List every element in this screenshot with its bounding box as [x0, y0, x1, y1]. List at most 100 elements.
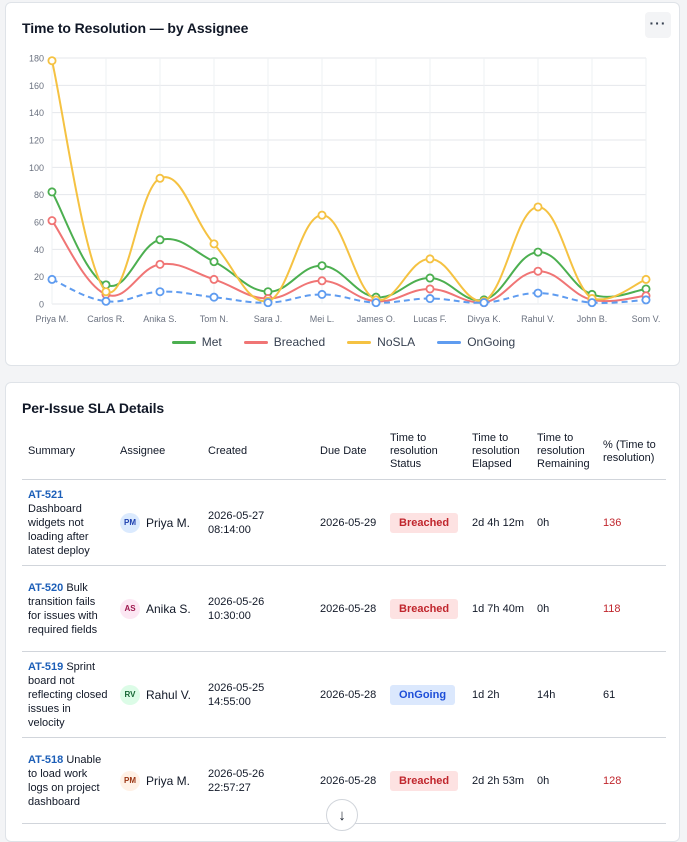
column-header[interactable]: Assignee — [114, 428, 202, 480]
table-row[interactable]: AT-520 Bulk transition fails for issues … — [22, 565, 666, 652]
legend-label: NoSLA — [377, 335, 416, 349]
column-header[interactable]: Time to resolution Status — [384, 428, 466, 480]
y-tick-label: 60 — [34, 218, 44, 228]
data-point-ongoing — [101, 296, 111, 306]
legend-label: OnGoing — [467, 335, 516, 349]
assignee: RV Rahul V. — [120, 684, 198, 705]
elapsed-cell: 1d 7h 40m — [466, 565, 531, 652]
x-tick-label: Priya M. — [35, 314, 68, 324]
issue-summary: Dashboard widgets not loading after late… — [28, 502, 90, 557]
legend-item-nosla[interactable]: NoSLA — [347, 335, 415, 349]
remaining-cell: 0h — [531, 737, 597, 824]
y-tick-label: 100 — [29, 163, 44, 173]
x-tick-label: Anika S. — [143, 314, 177, 324]
x-tick-label: Som V. — [632, 314, 661, 324]
assignee-cell: AS Anika S. — [114, 565, 202, 652]
data-point-nosla — [209, 239, 219, 249]
legend-item-met[interactable]: Met — [171, 335, 222, 349]
issue-key-link[interactable]: AT-520 — [28, 581, 64, 594]
data-point-ongoing — [371, 298, 381, 308]
legend-item-breached[interactable]: Breached — [243, 335, 325, 349]
y-tick-label: 20 — [34, 272, 44, 282]
table-header-row: Summary Assignee Created Due Date Time to re… — [22, 428, 666, 480]
column-header[interactable]: % (Time to resolution) — [597, 428, 666, 480]
assignee: PM Priya M. — [120, 512, 198, 533]
assignee-cell: PM Priya M. — [114, 737, 202, 824]
summary-cell: AT-520 Bulk transition fails for issues … — [22, 565, 114, 652]
legend-swatch — [171, 340, 196, 344]
issue-key-link[interactable]: AT-518 — [28, 753, 64, 766]
legend-label: Met — [201, 335, 222, 349]
table-row[interactable]: AT-521 Dashboard widgets not loading aft… — [22, 479, 666, 566]
column-header[interactable]: Due Date — [314, 428, 384, 480]
status-cell: Breached — [384, 479, 466, 566]
legend-swatch — [347, 340, 372, 344]
created-cell: 2026-05-26 22:57:27 — [202, 737, 314, 824]
legend-item-ongoing[interactable]: OnGoing — [437, 335, 515, 349]
chart-legend: Met Breached NoSLA OnGoing — [6, 335, 681, 349]
due-date-cell: 2026-05-28 — [314, 737, 384, 824]
assignee-cell: PM Priya M. — [114, 479, 202, 566]
chart-card: Time to Resolution — by Assignee ··· 0 20… — [5, 2, 680, 366]
data-point-met — [533, 247, 543, 257]
data-point-met — [425, 273, 435, 283]
created-cell: 2026-05-27 08:14:00 — [202, 479, 314, 566]
avatar: RV — [120, 684, 140, 705]
elapsed-cell: 2d 4h 12m — [466, 479, 531, 566]
scroll-down-button[interactable]: ↓ — [326, 799, 358, 831]
data-point-breached — [155, 259, 165, 269]
percent-cell: 118 — [597, 565, 666, 652]
elapsed-cell: 1d 2h — [466, 651, 531, 738]
avatar: PM — [120, 512, 140, 533]
legend-swatch — [437, 340, 462, 344]
issue-summary: Sprint board not reflecting closed issue… — [28, 660, 108, 729]
column-header[interactable]: Time to resolution Elapsed — [466, 428, 531, 480]
data-point-ongoing — [425, 294, 435, 304]
y-tick-label: 180 — [29, 54, 44, 64]
elapsed-cell: 2d 2h 53m — [466, 737, 531, 824]
created-cell: 2026-05-25 14:55:00 — [202, 651, 314, 738]
series-line-ongoing — [51, 278, 647, 304]
y-tick-label: 80 — [34, 190, 44, 200]
column-header[interactable]: Time to resolution Remaining — [531, 428, 597, 480]
status-badge: Breached — [390, 512, 459, 533]
remaining-cell: 0h — [531, 479, 597, 566]
more-options-button[interactable]: ··· — [645, 12, 671, 38]
status-badge: Breached — [390, 598, 459, 619]
column-header[interactable]: Created — [202, 428, 314, 480]
data-point-met — [317, 261, 327, 271]
table-row[interactable]: AT-518 Unable to load work logs on proje… — [22, 737, 666, 824]
data-point-met — [47, 187, 57, 197]
data-point-breached — [533, 266, 543, 276]
table-row[interactable]: AT-519 Sprint board not reflecting close… — [22, 651, 666, 738]
series-line-met — [51, 191, 647, 302]
data-point-ongoing — [641, 295, 651, 305]
data-point-breached — [425, 284, 435, 294]
y-tick-label: 40 — [34, 245, 44, 255]
summary-cell: AT-518 Unable to load work logs on proje… — [22, 737, 114, 824]
x-tick-label: John B. — [577, 314, 608, 324]
x-tick-label: Sara J. — [254, 314, 283, 324]
chart-title: Time to Resolution — by Assignee — [22, 20, 249, 36]
remaining-cell: 0h — [531, 565, 597, 652]
legend-swatch — [243, 340, 268, 344]
assignee: PM Priya M. — [120, 770, 198, 791]
percent-cell: 136 — [597, 479, 666, 566]
data-point-met — [209, 257, 219, 267]
due-date-cell: 2026-05-29 — [314, 479, 384, 566]
column-header[interactable]: Summary — [22, 428, 114, 480]
line-chart: 0 20 40 60 80 100 120 140 160 180 Priya M. Carlos R… — [29, 54, 661, 325]
y-tick-label: 160 — [29, 81, 44, 91]
issue-key-link[interactable]: AT-519 — [28, 660, 64, 673]
data-point-met — [155, 235, 165, 245]
data-point-ongoing — [209, 292, 219, 302]
arrow-down-icon: ↓ — [338, 806, 346, 824]
issue-key-link[interactable]: AT-521 — [28, 488, 64, 501]
data-point-nosla — [155, 173, 165, 183]
assignee-name: Anika S. — [146, 601, 191, 616]
data-point-ongoing — [47, 274, 57, 284]
data-point-ongoing — [155, 287, 165, 297]
x-tick-label: Rahul V. — [521, 314, 555, 324]
x-tick-label: Lucas F. — [413, 314, 447, 324]
issue-summary: Unable to load work logs on project dash… — [28, 753, 102, 808]
